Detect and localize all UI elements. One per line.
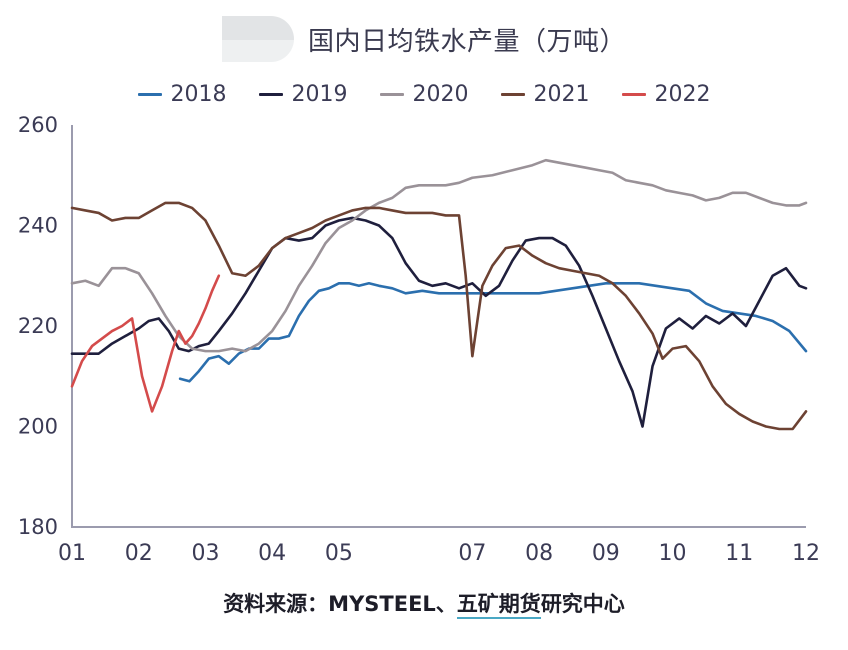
legend-label: 2020 (412, 81, 469, 107)
x-axis-tick-label: 07 (458, 541, 486, 566)
x-axis-tick-label: 11 (725, 541, 753, 566)
series-line-2020 (70, 158, 808, 353)
x-axis-tick-label: 12 (792, 541, 820, 566)
legend-item-2022[interactable]: 2022 (621, 81, 711, 107)
chart-legend: 2018 2019 2020 2021 2022 (0, 78, 848, 110)
y-axis-tick-label: 220 (18, 314, 58, 338)
chart-title-row: 国内日均铁水产量（万吨） (0, 12, 848, 66)
legend-swatch-icon (379, 92, 404, 96)
legend-label: 2022 (654, 81, 711, 107)
series-line-2019 (70, 216, 808, 428)
series-line-2021 (70, 201, 808, 431)
legend-item-2018[interactable]: 2018 (137, 81, 227, 107)
legend-item-2020[interactable]: 2020 (379, 81, 469, 107)
legend-item-2021[interactable]: 2021 (500, 81, 590, 107)
x-axis-tick-label: 01 (58, 541, 86, 566)
x-axis-tick-label: 05 (325, 541, 353, 566)
legend-swatch-icon (621, 92, 646, 96)
x-axis-tick-label: 09 (592, 541, 620, 566)
legend-swatch-icon (137, 92, 162, 96)
x-axis-tick-label: 02 (125, 541, 153, 566)
series-line-2018 (178, 281, 808, 383)
x-axis-tick-label: 04 (258, 541, 286, 566)
legend-swatch-icon (500, 92, 525, 96)
y-axis-tick-label: 180 (18, 515, 58, 539)
legend-item-2019[interactable]: 2019 (258, 81, 348, 107)
source-footer: 资料来源：MYSTEEL、五矿期货研究中心 (0, 583, 848, 623)
x-axis-tick-label: 03 (191, 541, 219, 566)
x-axis-tick-label: 08 (525, 541, 553, 566)
rounded-rect-badge-icon (221, 16, 294, 62)
y-axis-tick-label: 260 (18, 113, 58, 137)
source-suffix: 研究中心 (540, 592, 625, 616)
plot-area: 180 200 220 240 260 01 02 03 04 05 07 08 09 10 11 12 (0, 110, 848, 570)
legend-swatch-icon (258, 92, 283, 96)
source-text: 资料来源：MYSTEEL、五矿期货研究中心 (223, 588, 625, 619)
legend-label: 2021 (533, 81, 590, 107)
x-axis-tick-label: 10 (659, 541, 687, 566)
y-axis-tick-label: 200 (18, 415, 58, 439)
legend-label: 2019 (291, 81, 348, 107)
source-prefix: 资料来源：MYSTEEL、 (223, 592, 457, 616)
line-chart-svg: 180 200 220 240 260 01 02 03 04 05 07 08 09 10 11 12 (18, 113, 820, 566)
source-highlight: 五矿期货 (456, 592, 541, 619)
series-line-2022 (70, 274, 221, 413)
page-title: 国内日均铁水产量（万吨） (307, 26, 626, 57)
y-axis-tick-label: 240 (18, 214, 58, 238)
legend-label: 2018 (170, 81, 227, 107)
axis-spines (71, 125, 806, 528)
